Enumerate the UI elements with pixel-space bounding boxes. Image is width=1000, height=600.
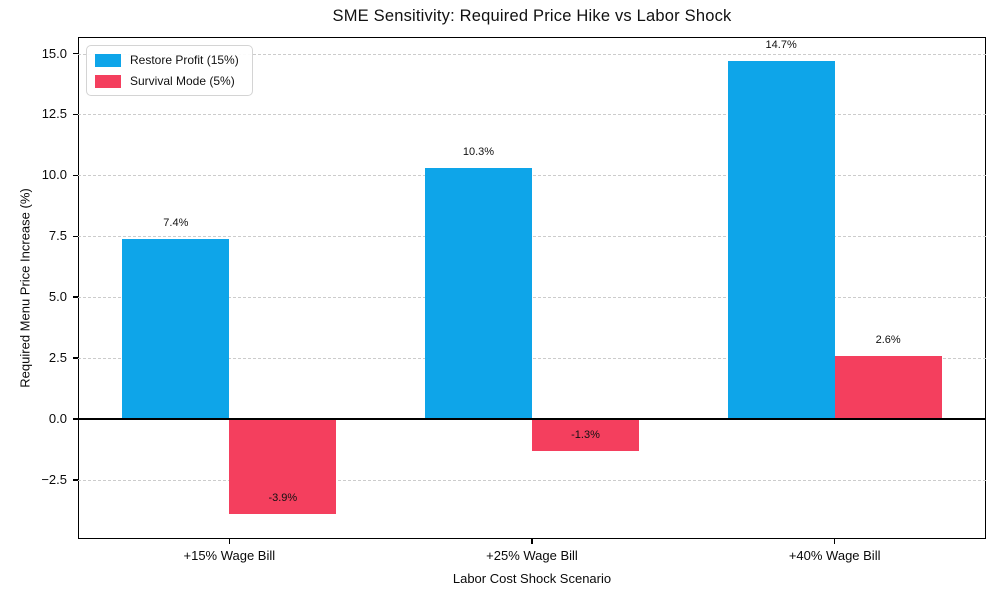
gridline-y: [78, 53, 986, 55]
y-tick-mark: [73, 174, 78, 177]
bar-series1-cat1: [532, 418, 639, 451]
x-tick-mark: [833, 539, 836, 544]
legend-swatch-icon: [95, 53, 121, 67]
gridline-y: [78, 175, 986, 177]
bar-series0-cat0: [122, 238, 230, 419]
legend: Restore Profit (15%) Survival Mode (5%): [86, 45, 253, 96]
y-tick-mark: [73, 357, 78, 359]
gridline-y: [78, 479, 986, 481]
x-tick-mark: [228, 539, 231, 544]
bar-value-label: 2.6%: [875, 333, 901, 346]
y-tick-mark: [73, 418, 78, 420]
bar-value-label: 7.4%: [163, 216, 189, 229]
gridline-y: [78, 236, 986, 238]
y-tick-mark: [73, 296, 78, 298]
x-tick-label: +15% Wage Bill: [183, 548, 276, 563]
chart-title: SME Sensitivity: Required Price Hike vs …: [332, 7, 732, 25]
zero-line: [78, 418, 986, 420]
y-tick-label: 15.0: [41, 45, 67, 61]
legend-item-1: Survival Mode (5%): [95, 73, 239, 89]
bar-value-label: -3.9%: [268, 491, 298, 504]
y-tick-label: 7.5: [48, 228, 67, 244]
x-tick-label: +25% Wage Bill: [486, 548, 578, 563]
x-axis-title: Labor Cost Shock Scenario: [452, 571, 612, 586]
y-tick-label: 2.5: [48, 350, 67, 366]
y-tick-mark: [73, 113, 78, 116]
bar-series0-cat1: [425, 168, 532, 419]
y-tick-label: 5.0: [48, 289, 67, 305]
y-tick-label: 12.5: [41, 106, 67, 122]
y-tick-label: 0.0: [48, 410, 67, 426]
gridline-y: [78, 297, 986, 299]
y-tick-mark: [73, 52, 78, 55]
legend-label: Restore Profit (15%): [130, 53, 239, 67]
bar-value-label: 10.3%: [462, 146, 495, 159]
legend-item-0: Restore Profit (15%): [95, 52, 239, 68]
bar-value-label: 14.7%: [765, 38, 797, 51]
x-tick-label: +40% Wage Bill: [788, 548, 881, 563]
y-tick-label: 10.0: [41, 167, 67, 183]
bar-series0-cat2: [727, 60, 835, 419]
y-tick-label: −2.5: [41, 471, 67, 487]
y-tick-mark: [73, 479, 78, 481]
x-tick-mark: [531, 539, 533, 544]
bar-series1-cat0: [229, 418, 337, 514]
legend-label: Survival Mode (5%): [130, 74, 235, 88]
legend-swatch-icon: [95, 74, 121, 88]
gridline-y: [78, 114, 986, 116]
gridline-y: [78, 358, 986, 360]
y-tick-mark: [73, 235, 78, 237]
bar-series1-cat2: [834, 355, 942, 419]
bar-value-label: -1.3%: [571, 428, 600, 441]
